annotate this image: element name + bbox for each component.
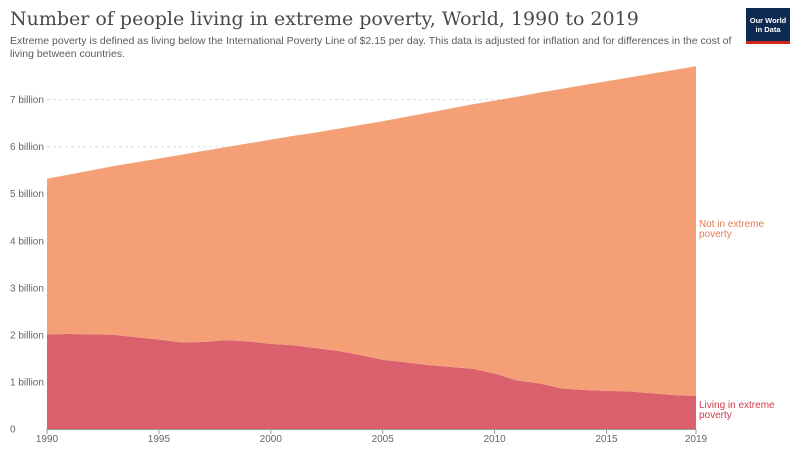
y-tick-label: 5 billion xyxy=(10,189,44,200)
x-tick-label: 2005 xyxy=(372,434,395,445)
logo-text-line1: Our World xyxy=(749,15,787,25)
series-label-living-in-extreme-poverty: Living in extreme poverty xyxy=(699,400,775,421)
area-series xyxy=(47,66,696,429)
x-tick-label: 1990 xyxy=(36,434,59,445)
axes: 0 1 billion 2 billion 3 billion 4 billion 5 b… xyxy=(10,95,708,445)
owid-logo[interactable]: Our World in Data xyxy=(746,8,790,44)
x-tick-label: 1995 xyxy=(148,434,171,445)
y-tick-label: 3 billion xyxy=(10,283,44,294)
y-tick-label: 0 xyxy=(10,425,16,436)
series-label-not-in-extreme-poverty: Not in extreme poverty xyxy=(699,219,764,240)
x-tick-label: 2015 xyxy=(595,434,618,445)
series-labels: Living in extreme poverty Not in extreme po… xyxy=(699,219,775,421)
x-tick-label: 2000 xyxy=(260,434,283,445)
chart-title: Number of people living in extreme pover… xyxy=(10,8,639,30)
y-tick-label: 6 billion xyxy=(10,142,44,153)
x-tick-label: 2019 xyxy=(685,434,708,445)
y-tick-label: 7 billion xyxy=(10,95,44,106)
logo-text-line2: in Data xyxy=(755,24,781,34)
area-not-in-extreme-poverty[interactable] xyxy=(47,66,696,397)
area-living-in-extreme-poverty[interactable] xyxy=(47,333,696,429)
chart-subtitle: Extreme poverty is defined as living bel… xyxy=(10,35,732,60)
y-tick-label: 2 billion xyxy=(10,330,44,341)
y-tick-label: 1 billion xyxy=(10,377,44,388)
y-tick-label: 4 billion xyxy=(10,236,44,247)
x-tick-label: 2010 xyxy=(483,434,506,445)
